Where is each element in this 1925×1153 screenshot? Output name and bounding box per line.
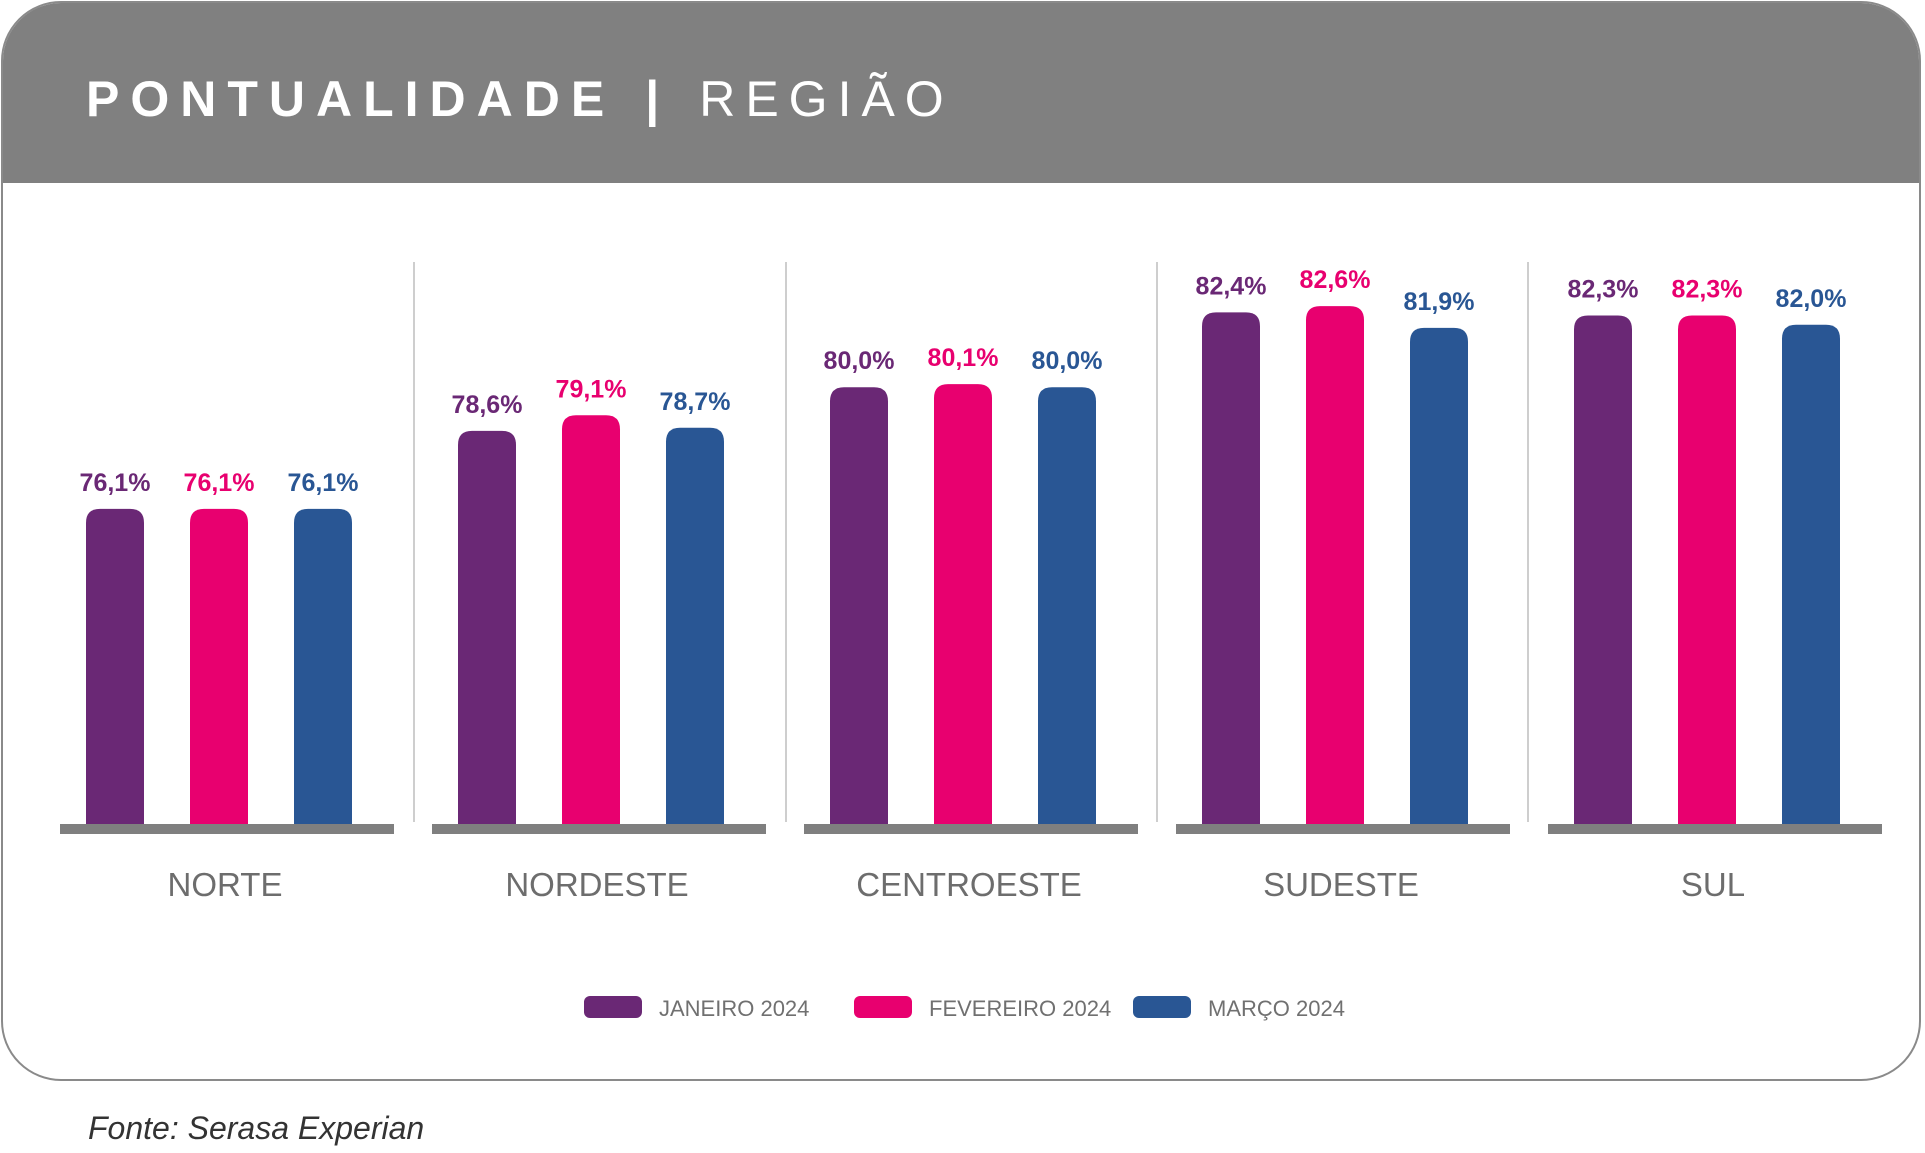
baseline-sudeste <box>1176 824 1510 834</box>
data-label-nordeste-fevereiro: 79,1% <box>556 375 627 403</box>
data-label-centroeste-marco: 80,0% <box>1032 347 1103 375</box>
category-label-sul: SUL <box>1681 866 1745 903</box>
bar-nordeste-fevereiro <box>562 415 620 824</box>
legend-swatch-fevereiro <box>854 996 912 1018</box>
data-label-sudeste-marco: 81,9% <box>1404 288 1475 316</box>
bar-sul-fevereiro <box>1678 315 1736 824</box>
bar-sul-janeiro <box>1574 315 1632 824</box>
data-label-sul-marco: 82,0% <box>1776 285 1847 313</box>
bar-centroeste-janeiro <box>830 387 888 824</box>
data-label-norte-marco: 76,1% <box>288 469 359 497</box>
legend-swatch-marco <box>1133 996 1191 1018</box>
chart-header: PONTUALIDADE | REGIÃO <box>3 3 1919 183</box>
source-note: Fonte: Serasa Experian <box>88 1110 425 1146</box>
bar-nordeste-janeiro <box>458 430 516 824</box>
bar-centroeste-fevereiro <box>934 384 992 824</box>
data-label-sul-fevereiro: 82,3% <box>1672 275 1743 303</box>
bar-sudeste-marco <box>1410 327 1468 824</box>
bar-norte-janeiro <box>86 508 144 824</box>
data-label-sudeste-janeiro: 82,4% <box>1196 272 1267 300</box>
baseline-norte <box>60 824 394 834</box>
title-bold: PONTUALIDADE <box>86 71 616 127</box>
data-label-sudeste-fevereiro: 82,6% <box>1300 266 1371 294</box>
bar-sudeste-fevereiro <box>1306 306 1364 825</box>
data-label-norte-fevereiro: 76,1% <box>184 469 255 497</box>
data-label-centroeste-fevereiro: 80,1% <box>928 344 999 372</box>
bar-norte-marco <box>294 508 352 824</box>
data-label-nordeste-janeiro: 78,6% <box>452 391 523 419</box>
legend-label-janeiro: JANEIRO 2024 <box>659 996 809 1021</box>
bar-nordeste-marco <box>666 427 724 824</box>
category-label-norte: NORTE <box>168 866 283 903</box>
category-label-sudeste: SUDESTE <box>1263 866 1419 903</box>
bar-sul-marco <box>1782 324 1840 824</box>
bar-centroeste-marco <box>1038 387 1096 824</box>
baseline-sul <box>1548 824 1882 834</box>
title-separator: | <box>645 71 660 127</box>
baseline-nordeste <box>432 824 766 834</box>
category-label-centroeste: CENTROESTE <box>856 866 1082 903</box>
legend-swatch-janeiro <box>584 996 642 1018</box>
chart-title: PONTUALIDADE | REGIÃO <box>86 69 954 129</box>
title-light: REGIÃO <box>699 71 954 127</box>
data-label-nordeste-marco: 78,7% <box>660 388 731 416</box>
legend-label-fevereiro: FEVEREIRO 2024 <box>929 996 1111 1021</box>
baseline-centroeste <box>804 824 1138 834</box>
bar-sudeste-janeiro <box>1202 312 1260 824</box>
data-label-norte-janeiro: 76,1% <box>80 469 151 497</box>
legend-label-marco: MARÇO 2024 <box>1208 996 1345 1021</box>
bar-norte-fevereiro <box>190 508 248 824</box>
data-label-centroeste-janeiro: 80,0% <box>824 347 895 375</box>
category-label-nordeste: NORDESTE <box>505 866 688 903</box>
data-label-sul-janeiro: 82,3% <box>1568 275 1639 303</box>
